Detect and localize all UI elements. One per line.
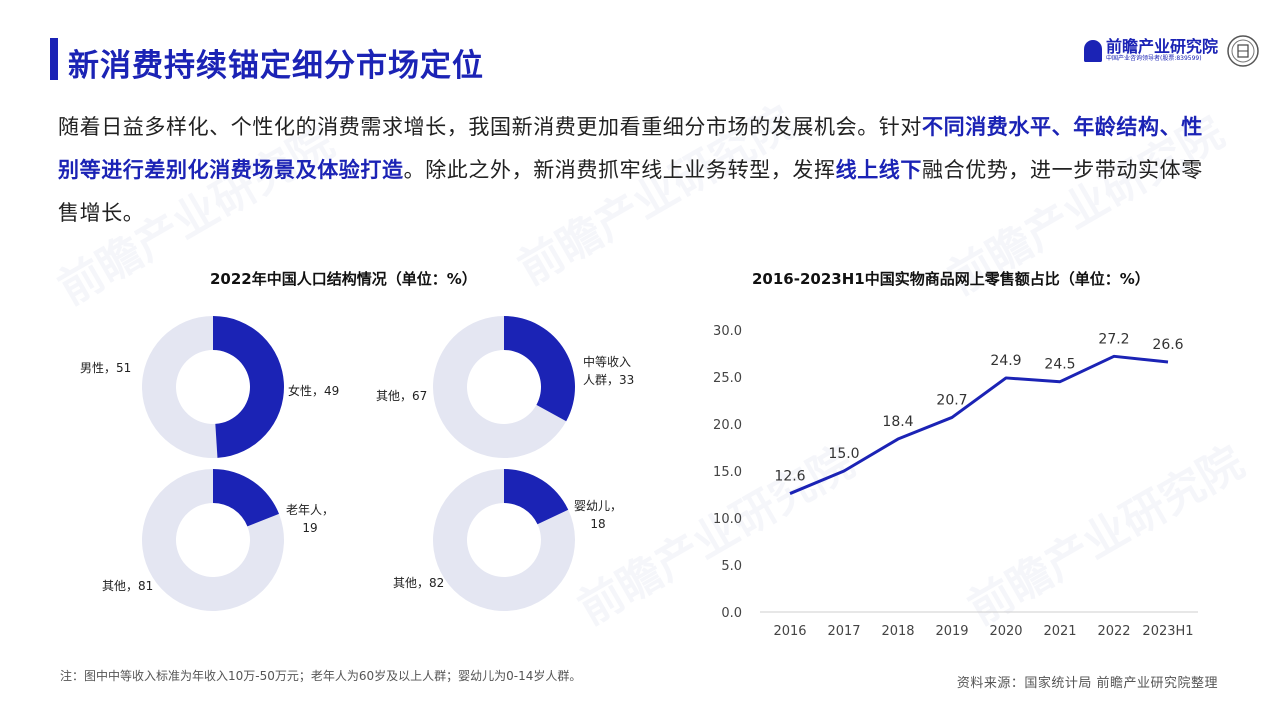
donut-slice-highlight (213, 469, 280, 527)
line-chart-title: 2016-2023H1中国实物商品网上零售额占比（单位：%） (752, 270, 1150, 288)
y-tick-label: 30.0 (713, 324, 742, 339)
y-tick-label: 10.0 (713, 512, 742, 527)
x-tick-label: 2018 (881, 624, 914, 639)
donut-label: 中等收入 (583, 354, 631, 369)
y-tick-label: 5.0 (721, 559, 742, 574)
donut-slice-highlight (213, 316, 284, 458)
logo-icon (1083, 39, 1102, 62)
donut-slice-other (433, 469, 576, 611)
page-title: 新消费持续锚定细分市场定位 (68, 48, 484, 84)
data-label: 24.5 (1044, 357, 1075, 373)
logo-subtitle: 中国产业咨询领导者(股票:839599) (1105, 55, 1202, 62)
data-label: 20.7 (936, 392, 967, 408)
donut-label: 老年人， (286, 503, 334, 517)
x-tick-label: 2019 (935, 624, 968, 639)
y-tick-label: 25.0 (713, 371, 742, 386)
donut-label: 其他，82 (393, 576, 444, 590)
data-label: 27.2 (1098, 331, 1129, 347)
donut-label: 其他，81 (102, 579, 153, 593)
paragraph-text: 。除此之外，新消费抓牢线上业务转型，发挥 (403, 158, 836, 182)
donut-label: 女性，49 (288, 383, 339, 398)
paragraph-highlight: 线上线下 (835, 158, 923, 182)
donut-label: 18 (590, 517, 605, 531)
donut-label: 男性，51 (80, 361, 131, 375)
seal-icon (1227, 35, 1259, 67)
footnote: 注：图中中等收入标准为年收入10万-50万元；老年人为60岁及以上人群；婴幼儿为… (60, 669, 582, 683)
title-accent-bar (50, 38, 58, 80)
donut-slice-highlight (504, 316, 575, 422)
intro-paragraph: 随着日益多样化、个性化的消费需求增长，我国新消费更加看重细分市场的发展机会。针对… (58, 106, 1218, 235)
data-label: 18.4 (882, 414, 913, 430)
x-tick-label: 2021 (1043, 624, 1076, 639)
donut-chart-title: 2022年中国人口结构情况（单位：%） (210, 270, 477, 288)
x-tick-label: 2016 (773, 624, 806, 639)
line-chart: 0.0 5.0 10.0 15.0 20.0 25.0 30.0 2016 2017 2018 20… (713, 324, 1198, 639)
series-line (789, 354, 1169, 495)
y-tick-label: 0.0 (721, 606, 742, 621)
paragraph-highlight: 不同消费水平、年龄结构、性别等进行差别化消费场景及体验打造 (58, 115, 1203, 182)
data-label: 12.6 (774, 469, 805, 485)
data-source: 资料来源：国家统计局 前瞻产业研究院整理 (956, 676, 1218, 691)
brand-logo: 前瞻产业研究院 中国产业咨询领导者(股票:839599) (1083, 37, 1218, 63)
donut-slice-other (432, 316, 567, 458)
logo-name: 前瞻产业研究院 (1105, 37, 1218, 56)
x-tick-label: 2020 (989, 624, 1022, 639)
y-tick-label: 20.0 (713, 418, 742, 433)
data-label: 26.6 (1152, 337, 1183, 353)
data-label: 24.9 (990, 353, 1021, 369)
donut-label: 婴幼儿， (574, 499, 622, 513)
donut-label: 人群，33 (583, 373, 634, 387)
donut-label: 19 (302, 521, 317, 535)
x-tick-label: 2022 (1097, 624, 1130, 639)
x-tick-label: 2023H1 (1142, 624, 1193, 639)
paragraph-text: 融合优势，进一步带动实体零售增长。 (58, 158, 1203, 225)
data-label: 15.0 (828, 446, 859, 462)
donut-slice-other (141, 469, 284, 611)
donut-slice-other (141, 316, 218, 458)
donut-slice-highlight (504, 469, 569, 525)
x-tick-label: 2017 (827, 624, 860, 639)
donut-label: 其他，67 (376, 389, 427, 403)
y-tick-label: 15.0 (713, 465, 742, 480)
paragraph-text: 随着日益多样化、个性化的消费需求增长，我国新消费更加看重细分市场的发展机会。针对 (58, 115, 922, 139)
